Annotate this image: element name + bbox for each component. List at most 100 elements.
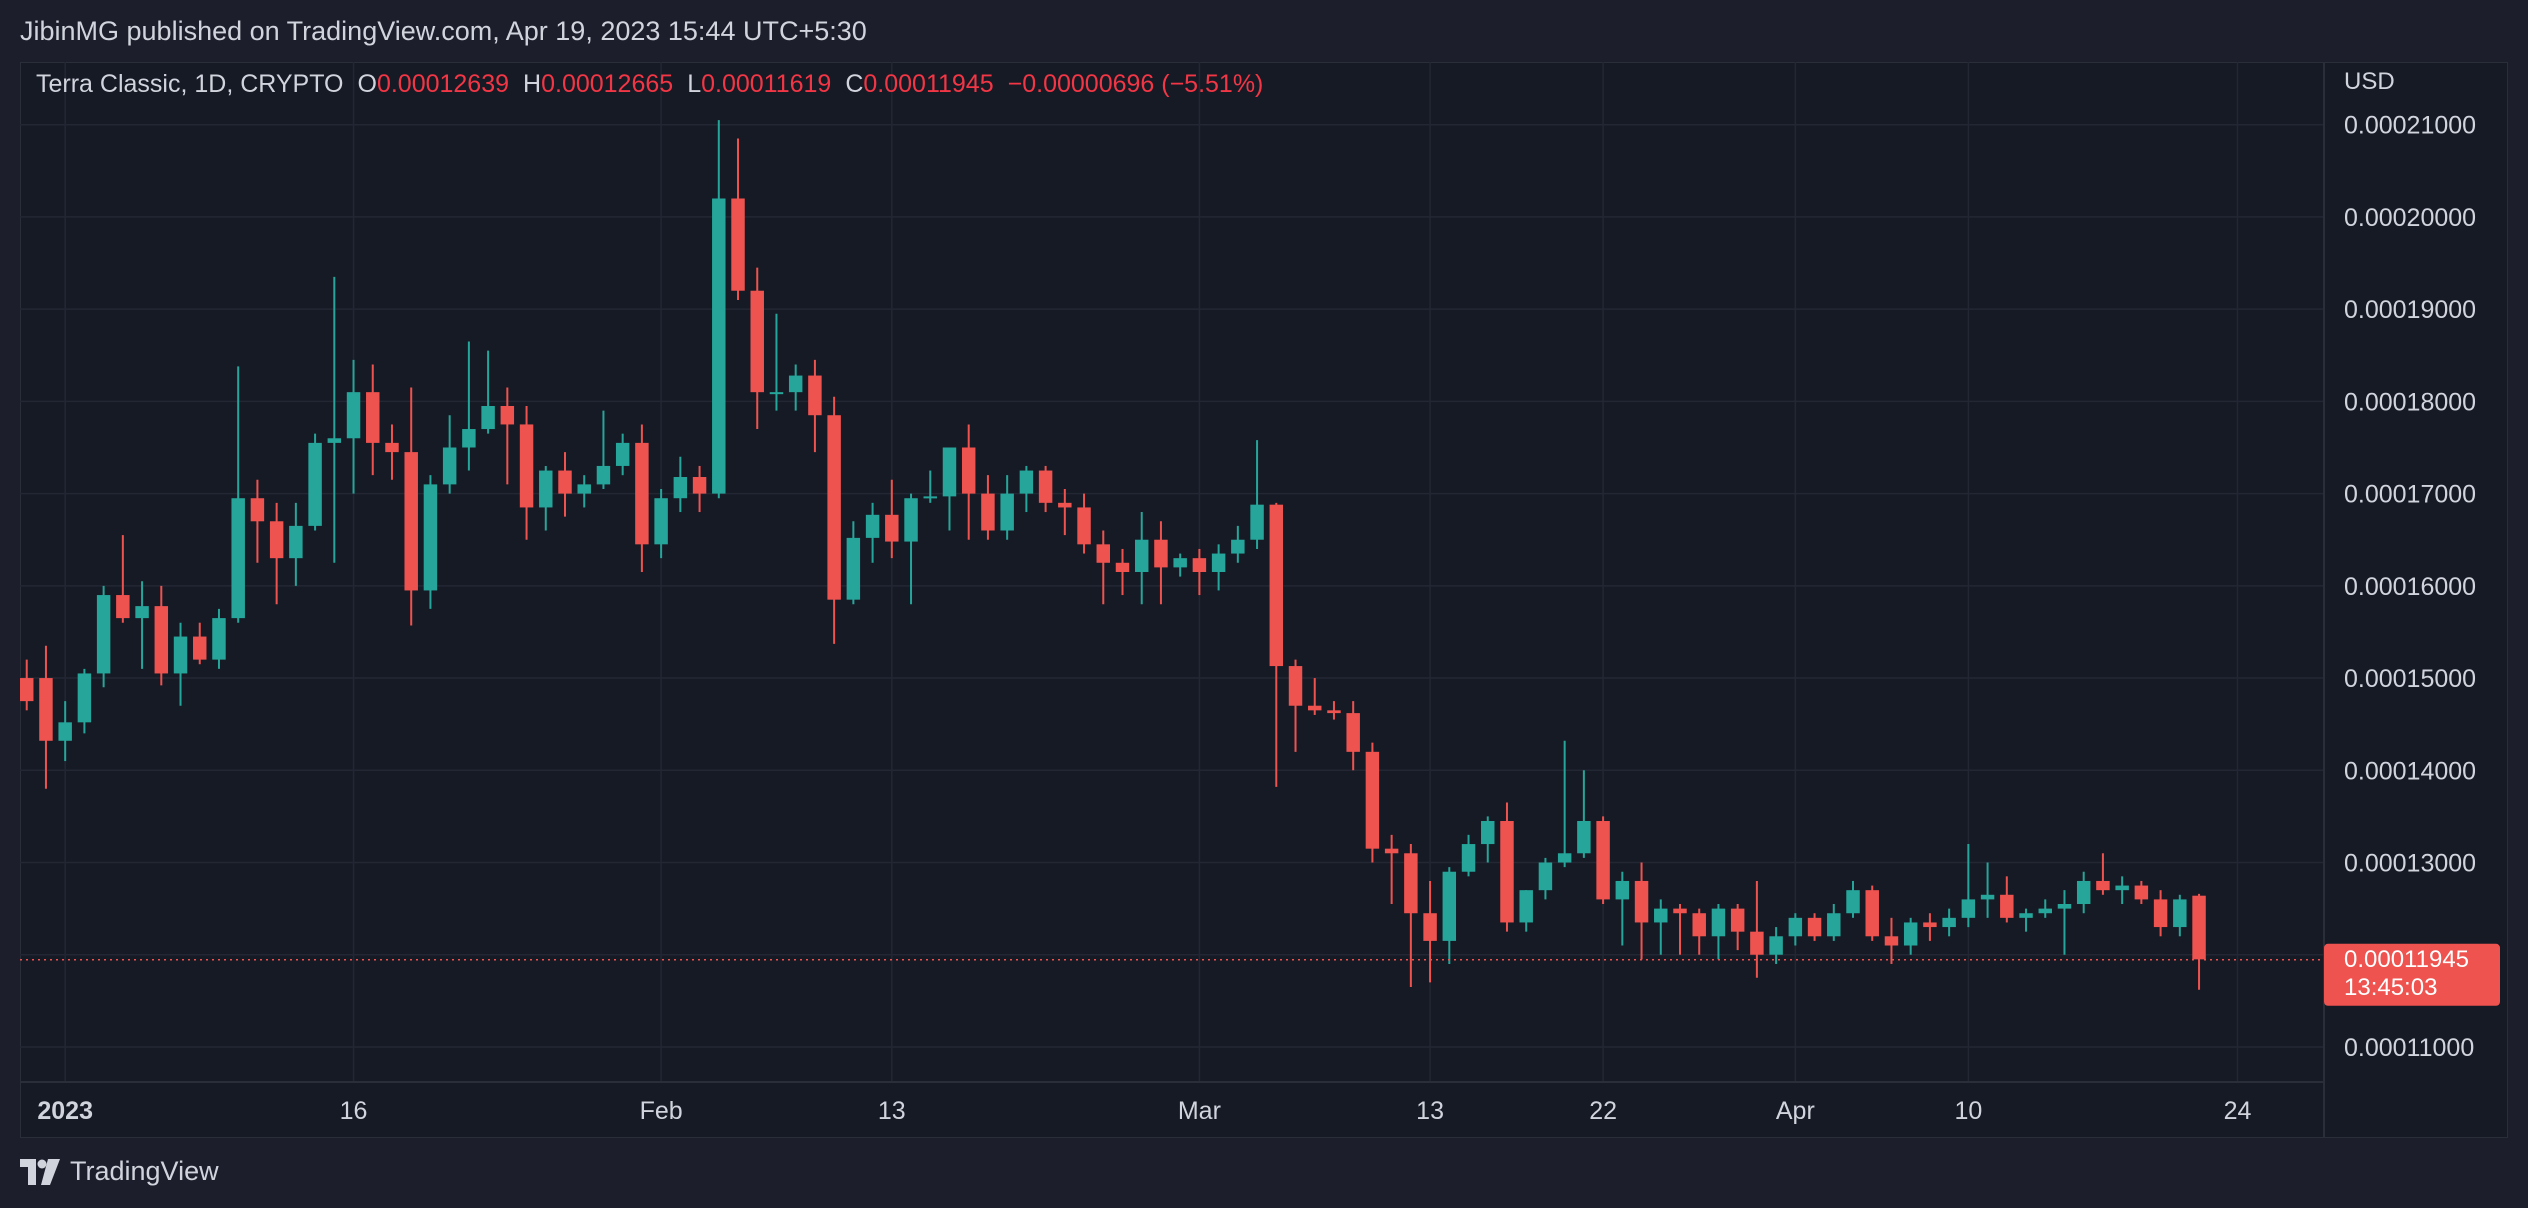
candle-body xyxy=(654,498,668,545)
candle xyxy=(1000,475,1014,540)
footer: TradingView xyxy=(0,1140,2528,1208)
candle-body xyxy=(1654,908,1668,923)
candle-body xyxy=(1980,894,1995,900)
candle xyxy=(904,493,918,605)
y-tick-label: 0.00013000 xyxy=(2344,850,2476,878)
candle-body xyxy=(1538,862,1553,891)
candle xyxy=(712,120,726,499)
tradingview-logo[interactable]: TradingView xyxy=(20,1156,219,1187)
candle xyxy=(1288,659,1303,752)
candle xyxy=(846,521,861,605)
candle xyxy=(96,585,111,688)
candle-body xyxy=(1154,539,1168,568)
publication-text: JibinMG published on TradingView.com, Ap… xyxy=(20,16,867,46)
candle-body xyxy=(39,678,53,741)
brand-name: TradingView xyxy=(70,1156,219,1186)
candle xyxy=(404,387,418,626)
candle xyxy=(212,608,226,669)
y-tick-label: 0.00015000 xyxy=(2344,665,2476,693)
candle xyxy=(366,364,380,476)
candle xyxy=(923,470,937,503)
candle-body xyxy=(1134,539,1149,572)
candle-body xyxy=(1711,908,1726,937)
candle xyxy=(1903,917,1918,955)
candle-body xyxy=(500,405,515,425)
candle-body xyxy=(77,673,92,723)
candle-body xyxy=(2115,885,2129,891)
candle xyxy=(1231,525,1245,563)
y-tick-label: 0.00019000 xyxy=(2344,296,2476,324)
candle xyxy=(1673,904,1687,955)
candle xyxy=(1481,816,1495,863)
candle-body xyxy=(1519,890,1533,923)
candle xyxy=(1365,742,1380,863)
candle-body xyxy=(1884,936,1899,946)
candle xyxy=(519,405,534,540)
candle-body xyxy=(1173,558,1187,568)
x-tick-label: 22 xyxy=(1589,1097,1617,1125)
y-tick-label: 0.00021000 xyxy=(2344,112,2476,140)
candle-body xyxy=(808,375,822,416)
candle-body xyxy=(1481,821,1495,845)
x-axis[interactable]: 2023 16 Feb 13 Mar 13 22 Apr 10 24 xyxy=(37,1097,2251,1125)
candle xyxy=(250,479,265,563)
ohlc-legend: Terra Classic, 1D, CRYPTO O0.00012639 H0.0… xyxy=(36,70,1263,99)
candle xyxy=(865,502,880,563)
chart-frame[interactable] xyxy=(20,62,2508,1138)
candle xyxy=(1134,512,1149,605)
candle-body xyxy=(346,392,361,439)
price-tag-bg xyxy=(2324,943,2500,1006)
candles xyxy=(20,120,2206,990)
candle-body xyxy=(1461,844,1476,872)
candle xyxy=(1211,544,1226,591)
candle xyxy=(1865,885,1879,941)
y-tick-label: 0.00020000 xyxy=(2344,204,2476,232)
candle xyxy=(808,359,822,453)
tradingview-logo-icon xyxy=(20,1158,60,1185)
candle-body xyxy=(1730,908,1745,932)
candle-body xyxy=(212,618,226,660)
candle-body xyxy=(423,484,438,591)
low-label: L xyxy=(687,70,702,98)
candle xyxy=(231,366,245,623)
x-tick-label: Feb xyxy=(640,1097,683,1125)
candle xyxy=(1192,548,1207,596)
x-tick-label: 2023 xyxy=(37,1097,93,1125)
candle-body xyxy=(289,525,303,559)
candle-body xyxy=(865,514,880,538)
candle xyxy=(2153,890,2168,937)
candle-body xyxy=(827,415,841,600)
y-axis[interactable]: 0.000110000.000120000.000130000.00014000… xyxy=(2344,112,2476,1062)
candle-body xyxy=(1384,848,1399,854)
candle-body xyxy=(1500,821,1514,923)
candle xyxy=(1250,440,1264,549)
candle xyxy=(1827,904,1841,941)
candle xyxy=(193,622,207,665)
candle-body xyxy=(596,465,611,485)
candle-body xyxy=(1231,539,1245,554)
candlestick-chart[interactable]: USD 0.000110000.000120000.000130000.0001… xyxy=(0,0,2528,1140)
candle xyxy=(1423,880,1437,983)
candle xyxy=(635,424,649,572)
x-tick-label: Mar xyxy=(1178,1097,1221,1125)
high-value: 0.00012665 xyxy=(541,70,674,98)
candle xyxy=(2019,908,2033,932)
candle xyxy=(1500,802,1514,932)
candle xyxy=(1615,871,1630,946)
candle xyxy=(1884,917,1899,964)
candle-body xyxy=(2134,885,2149,900)
candle-body xyxy=(1634,880,1649,923)
candle-body xyxy=(750,290,764,393)
candle-body xyxy=(2192,895,2206,960)
candle-body xyxy=(615,442,630,466)
candle-body xyxy=(2076,880,2091,905)
y-tick-label: 0.00016000 xyxy=(2344,573,2476,601)
candle-body xyxy=(981,493,995,531)
x-tick-label: Apr xyxy=(1776,1097,1815,1125)
candle-body xyxy=(1019,470,1034,494)
symbol-title[interactable]: Terra Classic, 1D, CRYPTO xyxy=(36,70,344,98)
candle-body xyxy=(1250,504,1264,540)
candle xyxy=(2076,871,2091,914)
candle xyxy=(596,410,611,489)
candle xyxy=(942,447,957,531)
